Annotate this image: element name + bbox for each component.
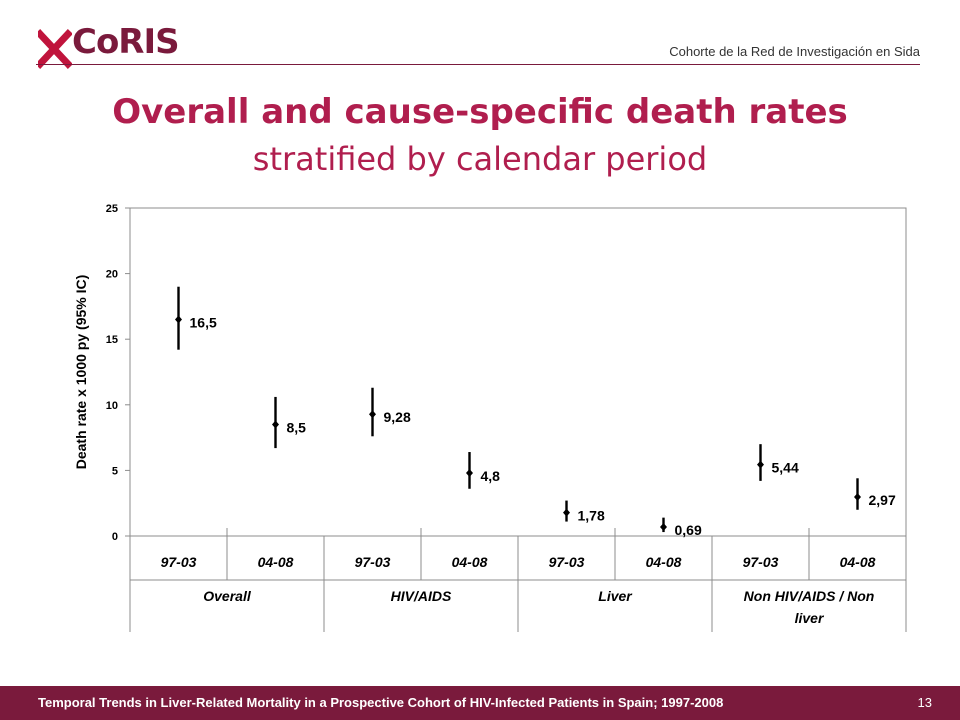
data-point-marker: [369, 410, 376, 419]
data-label: 5,44: [772, 460, 799, 476]
period-label: 97-03: [161, 554, 197, 570]
data-point-marker: [660, 522, 667, 531]
data-label: 16,5: [190, 315, 217, 331]
data-point-marker: [563, 508, 570, 517]
y-tick-label: 0: [112, 531, 118, 543]
data-point-marker: [854, 493, 861, 502]
data-label: 9,28: [384, 409, 411, 425]
y-tick-label: 25: [106, 203, 118, 215]
group-label: Liver: [598, 588, 633, 604]
data-point-marker: [466, 469, 473, 478]
period-label: 04-08: [258, 554, 294, 570]
header-divider: [36, 64, 920, 65]
data-point-marker: [175, 315, 182, 324]
period-label: 04-08: [646, 554, 682, 570]
header-tagline: Cohorte de la Red de Investigación en Si…: [669, 44, 920, 59]
slide-title: Overall and cause-specific death rates: [112, 92, 848, 132]
slide-subtitle: stratified by calendar period: [252, 140, 708, 178]
y-tick-label: 5: [112, 465, 118, 477]
period-label: 04-08: [840, 554, 876, 570]
period-label: 97-03: [549, 554, 585, 570]
y-tick-label: 10: [106, 400, 118, 412]
y-axis-title: Death rate x 1000 py (95% IC): [73, 275, 89, 470]
group-label: HIV/AIDS: [391, 588, 452, 604]
data-label: 8,5: [287, 419, 307, 435]
footer-citation: Temporal Trends in Liver-Related Mortali…: [38, 695, 724, 710]
data-label: 4,8: [481, 468, 501, 484]
group-label: Overall: [203, 588, 252, 604]
period-label: 97-03: [355, 554, 391, 570]
plot-area-border: [129, 207, 907, 537]
page-number: 13: [917, 695, 932, 710]
period-label: 04-08: [452, 554, 488, 570]
death-rate-chart: 0 5 10 15 20 25 Death rate x 1000 py (95% IC) 9…: [73, 203, 907, 632]
logo-text: CoRIS: [72, 22, 180, 62]
data-label: 0,69: [675, 522, 702, 538]
data-label: 2,97: [869, 492, 896, 508]
y-tick-label: 20: [106, 269, 118, 281]
coris-logo-mark: [38, 29, 72, 69]
period-label: 97-03: [743, 554, 779, 570]
group-label-continued: liver: [795, 610, 825, 626]
group-label: Non HIV/AIDS / Non: [744, 588, 875, 604]
data-label: 1,78: [578, 508, 605, 524]
data-point-marker: [757, 460, 764, 469]
y-tick-label: 15: [106, 334, 118, 346]
data-point-marker: [272, 420, 279, 429]
footer-bar: Temporal Trends in Liver-Related Mortali…: [0, 686, 960, 720]
